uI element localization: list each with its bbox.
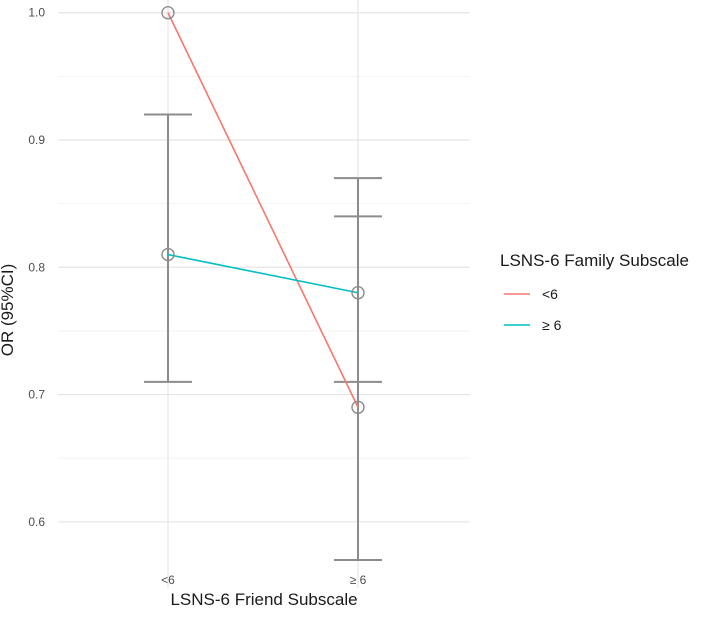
error-bars [144, 113, 382, 561]
legend-label: ≥ 6 [542, 317, 562, 333]
data-point [161, 6, 175, 20]
legend-items: <6 ≥ 6 [504, 286, 562, 333]
series-line [167, 12, 359, 408]
y-tick-label: 0.8 [28, 260, 45, 274]
y-axis-title: OR (95%CI) [0, 264, 17, 357]
x-tick-label: ≥ 6 [350, 573, 367, 587]
legend: LSNS-6 Family Subscale <6 ≥ 6 [500, 251, 689, 333]
x-tick-label: <6 [161, 573, 175, 587]
legend-title: LSNS-6 Family Subscale [500, 251, 689, 270]
series-points [161, 6, 365, 414]
legend-label: <6 [542, 286, 558, 302]
series-line [167, 253, 359, 294]
x-axis-title: LSNS-6 Friend Subscale [170, 590, 357, 609]
y-tick-label: 0.7 [28, 388, 45, 402]
x-tick-labels: <6 ≥ 6 [161, 573, 366, 587]
y-tick-label: 1.0 [28, 6, 45, 20]
y-tick-labels: 0.6 0.7 0.8 0.9 1.0 [28, 6, 45, 529]
data-point [161, 247, 175, 262]
series-lines [167, 12, 359, 408]
grid [58, 0, 470, 588]
data-point [351, 400, 365, 414]
y-tick-label: 0.9 [28, 133, 45, 147]
data-point [351, 286, 365, 300]
y-tick-label: 0.6 [28, 515, 45, 529]
